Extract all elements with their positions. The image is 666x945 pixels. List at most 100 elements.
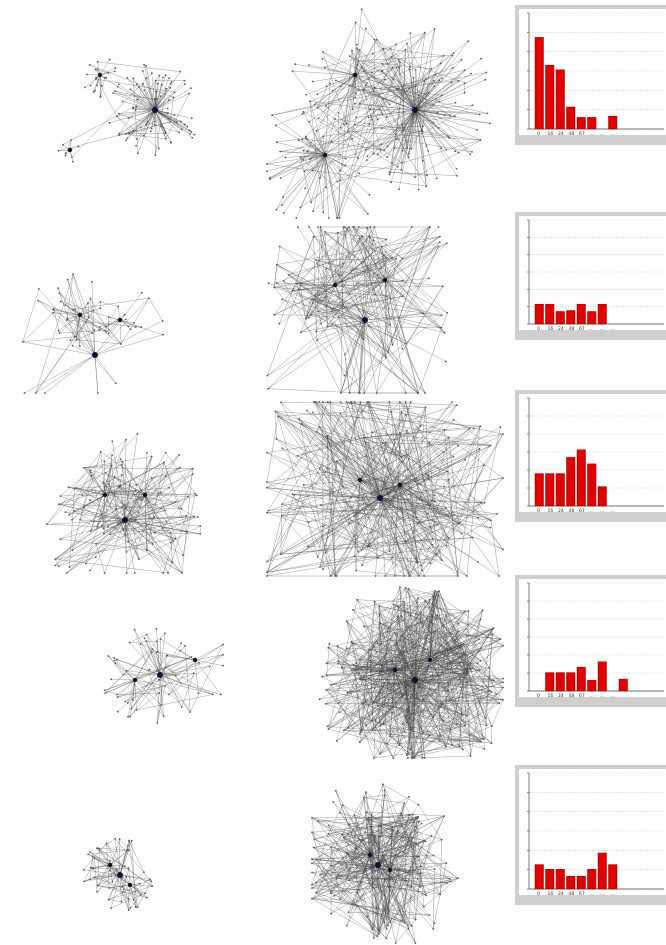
degree-histogram-4: 0 16 24 48 67......... bbox=[515, 575, 666, 707]
degree-histogram-1: 0 16 24 48 67......... bbox=[515, 5, 666, 145]
x-tick-label: ... bbox=[611, 892, 615, 897]
x-tick-label: ... bbox=[600, 132, 604, 137]
x-tick-label: 67 bbox=[579, 693, 585, 699]
x-tick-label: 16 bbox=[548, 693, 554, 699]
network-graph-small-4 bbox=[103, 627, 224, 724]
network-graph-large-5 bbox=[311, 783, 459, 944]
x-tick-label: 0 bbox=[537, 131, 540, 137]
x-tick-label: 48 bbox=[569, 693, 575, 699]
x-tick-label: 67 bbox=[579, 326, 585, 332]
network-graph-large-2 bbox=[266, 226, 449, 394]
histogram-bar bbox=[587, 311, 597, 325]
histogram-bar bbox=[576, 303, 586, 325]
graph-edges bbox=[46, 433, 201, 574]
histogram-bar bbox=[555, 69, 565, 130]
hub-node bbox=[152, 107, 158, 113]
histogram-bar bbox=[576, 666, 586, 692]
x-tick-label: 24 bbox=[558, 693, 564, 699]
x-tick-label: ... bbox=[600, 327, 604, 332]
x-tick-label: 67 bbox=[579, 131, 585, 137]
graph-nodes bbox=[82, 837, 153, 911]
histogram-bar bbox=[545, 869, 555, 890]
hub-node bbox=[117, 872, 123, 878]
network-graph-small-5 bbox=[82, 837, 153, 911]
histogram-bar bbox=[618, 678, 628, 692]
hub-node bbox=[412, 107, 418, 113]
network-graph-small-1 bbox=[57, 58, 196, 163]
x-tick-label: ... bbox=[611, 509, 615, 514]
hub-node bbox=[127, 882, 133, 888]
hub-node bbox=[102, 492, 108, 498]
histogram-bar bbox=[587, 869, 597, 890]
hub-node bbox=[392, 667, 398, 673]
graph-nodes bbox=[318, 586, 504, 759]
x-tick-label: 0 bbox=[537, 326, 540, 332]
histogram-bar bbox=[608, 115, 618, 130]
hub-node bbox=[122, 517, 128, 523]
x-tick-label: 48 bbox=[569, 508, 575, 514]
hub-node bbox=[412, 677, 418, 683]
graph-nodes bbox=[266, 8, 491, 219]
hub-node bbox=[387, 867, 393, 873]
histogram-bar bbox=[576, 117, 586, 130]
graph-nodes bbox=[21, 273, 164, 394]
histogram-bar bbox=[555, 473, 565, 507]
histogram-bar bbox=[576, 875, 586, 890]
x-tick-label: 67 bbox=[579, 508, 585, 514]
graph-edges bbox=[266, 9, 491, 219]
histogram-bar bbox=[566, 672, 576, 692]
x-tick-label: ... bbox=[611, 694, 615, 699]
x-tick-label: 24 bbox=[558, 131, 564, 137]
x-tick-label: ... bbox=[600, 694, 604, 699]
graph-nodes bbox=[266, 401, 504, 577]
x-tick-label: 24 bbox=[558, 326, 564, 332]
histogram-bar bbox=[597, 486, 607, 507]
network-graph-large-3 bbox=[266, 401, 504, 577]
histogram-bar bbox=[555, 869, 565, 890]
x-tick-label: ... bbox=[611, 327, 615, 332]
degree-histogram-5: 0 16 24 48 67......... bbox=[515, 765, 666, 905]
network-graph-large-1 bbox=[266, 8, 491, 219]
histogram-bar bbox=[597, 303, 607, 325]
histogram-bar bbox=[534, 37, 544, 130]
histogram-bar bbox=[566, 875, 576, 890]
hub-node bbox=[332, 282, 338, 288]
row-2: 0 16 24 48 67......... bbox=[0, 212, 666, 395]
x-tick-label: 16 bbox=[548, 508, 554, 514]
graph-edges bbox=[267, 226, 448, 394]
histogram-bar bbox=[576, 449, 586, 507]
x-tick-label: 16 bbox=[548, 326, 554, 332]
x-tick-label: 67 bbox=[579, 891, 585, 897]
x-tick-label: 16 bbox=[548, 891, 554, 897]
x-tick-label: ... bbox=[590, 892, 594, 897]
histogram-bar bbox=[587, 117, 597, 130]
hub-node bbox=[352, 72, 358, 78]
x-tick-label: ... bbox=[590, 509, 594, 514]
graph-edges bbox=[104, 628, 224, 724]
x-tick-label: 24 bbox=[558, 891, 564, 897]
hub-node bbox=[382, 277, 388, 283]
row-4: 0 16 24 48 67......... bbox=[0, 575, 666, 760]
histogram-bar bbox=[534, 864, 544, 890]
hub-node bbox=[377, 495, 383, 501]
x-tick-label: 24 bbox=[558, 508, 564, 514]
x-tick-label: ... bbox=[600, 892, 604, 897]
x-tick-label: ... bbox=[590, 327, 594, 332]
hub-node bbox=[132, 677, 138, 683]
graph-nodes bbox=[46, 432, 202, 574]
hub-node bbox=[142, 492, 148, 498]
hub-node bbox=[77, 312, 83, 318]
hub-node bbox=[92, 352, 98, 358]
histogram-bar bbox=[534, 473, 544, 507]
histogram-bar bbox=[566, 106, 576, 130]
graph-nodes bbox=[266, 226, 449, 394]
histogram-bar bbox=[566, 457, 576, 507]
hub-node bbox=[117, 317, 123, 323]
histogram-bar bbox=[566, 310, 576, 325]
network-graph-large-4 bbox=[318, 586, 504, 759]
network-graph-small-3 bbox=[46, 432, 202, 574]
hub-node bbox=[97, 72, 103, 78]
histogram-plot-area bbox=[519, 579, 666, 697]
histogram-bar bbox=[545, 64, 555, 130]
x-tick-label: ... bbox=[611, 132, 615, 137]
